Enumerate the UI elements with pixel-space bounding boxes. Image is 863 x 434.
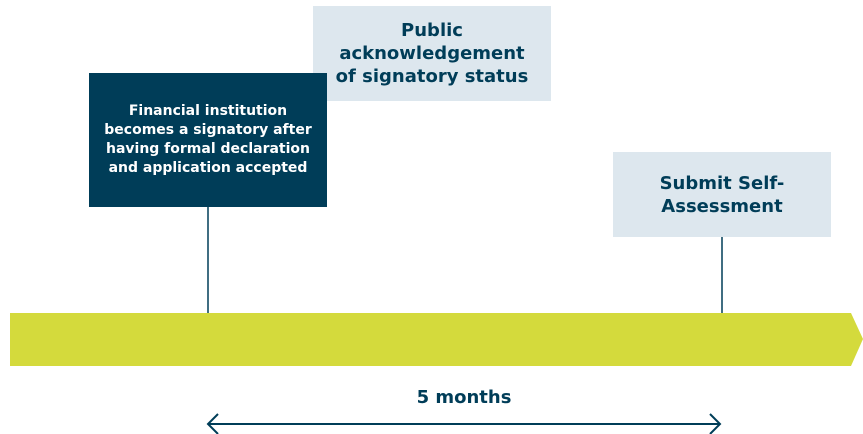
milestone-label: Public acknowledgement of signatory stat… (335, 20, 529, 87)
arrow-head (206, 413, 219, 434)
milestone-label: Submit Self-Assessment (659, 172, 785, 217)
arrow-head (709, 413, 722, 434)
milestone-box: Public acknowledgement of signatory stat… (313, 6, 551, 101)
milestone-box: Financial institution becomes a signator… (89, 73, 327, 207)
milestone-label: Financial institution becomes a signator… (104, 103, 312, 176)
timeline-bar (10, 313, 863, 366)
milestone-box: Submit Self-Assessment (613, 152, 831, 237)
duration-label: 5 months (416, 387, 512, 408)
